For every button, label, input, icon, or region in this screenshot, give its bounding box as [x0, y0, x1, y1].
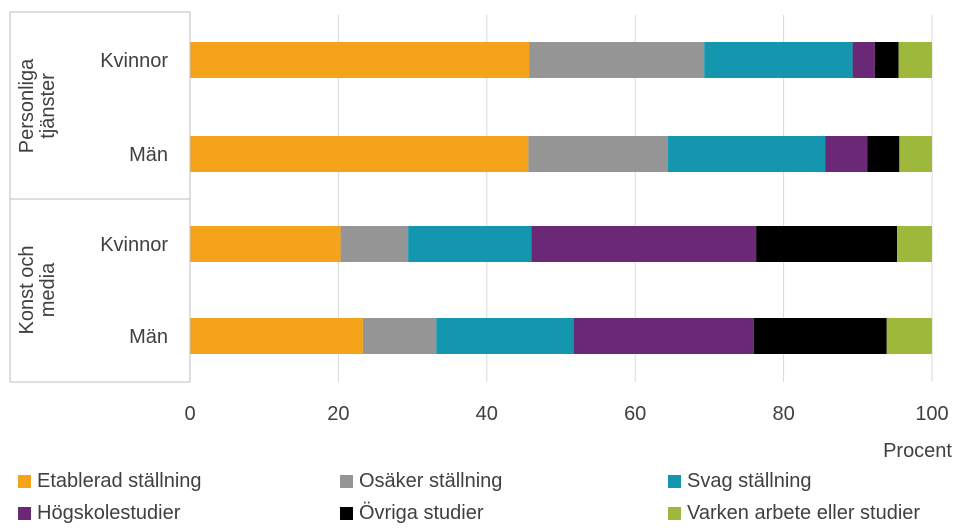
- category-label: Män: [129, 144, 168, 166]
- category-axis: [9, 11, 191, 383]
- x-axis-title: Procent: [883, 440, 952, 462]
- bar-segment: [531, 226, 757, 262]
- category-labels: Kvinnor Män Kvinnor Män: [100, 50, 168, 348]
- bar-segment: [899, 136, 932, 172]
- legend-item: Etablerad ställning: [18, 466, 202, 496]
- stacked-bar-chart: Kvinnor Män Kvinnor Män Personligatjänster K…: [9, 11, 952, 462]
- category-label: Män: [129, 326, 168, 348]
- bar-segment: [190, 42, 530, 78]
- bar-segment: [897, 226, 932, 262]
- bar-segment: [340, 226, 409, 262]
- legend-swatch: [340, 506, 353, 520]
- legend-label: Övriga studier: [359, 501, 484, 524]
- bar-segment: [756, 226, 898, 262]
- bar-segment: [753, 318, 887, 354]
- x-tick-label: 80: [772, 403, 794, 425]
- bar-segment: [886, 318, 932, 354]
- category-label: Kvinnor: [100, 50, 168, 72]
- x-tick-label: 60: [624, 403, 646, 425]
- bar-segment: [190, 226, 341, 262]
- group-labels: Personligatjänster Konst ochmedia: [16, 58, 59, 335]
- bars: [190, 42, 932, 354]
- legend-item: Högskolestudier: [18, 498, 180, 528]
- bar-segment: [852, 42, 875, 78]
- legend-item: Osäker ställning: [340, 466, 502, 496]
- bar-segment: [898, 42, 932, 78]
- legend-item: Övriga studier: [340, 498, 484, 528]
- group-label: Konst ochmedia: [16, 246, 59, 335]
- bar-segment: [190, 136, 529, 172]
- bar-segment: [704, 42, 853, 78]
- bar-segment: [825, 136, 868, 172]
- bar-segment: [867, 136, 900, 172]
- bar-segment: [528, 136, 668, 172]
- legend-label: Osäker ställning: [359, 469, 503, 492]
- legend-label: Högskolestudier: [37, 501, 181, 524]
- legend-swatch: [668, 506, 681, 520]
- legend-item: Svag ställning: [668, 466, 812, 496]
- x-tick-labels: 0 20 40 60 80 100: [184, 403, 948, 425]
- x-tick-label: 40: [476, 403, 498, 425]
- bar-segment: [190, 318, 363, 354]
- legend-label: Etablerad ställning: [37, 469, 202, 492]
- bar-segment: [573, 318, 754, 354]
- group-label: Personligatjänster: [16, 58, 59, 153]
- category-label: Kvinnor: [100, 234, 168, 256]
- legend-swatch: [668, 474, 681, 488]
- legend-swatch: [18, 474, 31, 488]
- x-tick-label: 0: [184, 403, 195, 425]
- legend-label: Svag ställning: [687, 469, 812, 492]
- bar-segment: [408, 226, 532, 262]
- bar-segment: [362, 318, 437, 354]
- bar-segment: [529, 42, 705, 78]
- bar-segment: [667, 136, 826, 172]
- legend-swatch: [340, 474, 353, 488]
- legend-swatch: [18, 506, 31, 520]
- legend-item: Varken arbete eller studier: [668, 498, 920, 528]
- legend-label: Varken arbete eller studier: [687, 501, 921, 524]
- bar-segment: [874, 42, 899, 78]
- bar-segment: [436, 318, 574, 354]
- x-tick-label: 100: [915, 403, 948, 425]
- legend: Etablerad ställning Osäker ställning Svag …: [0, 464, 958, 531]
- x-tick-label: 20: [327, 403, 349, 425]
